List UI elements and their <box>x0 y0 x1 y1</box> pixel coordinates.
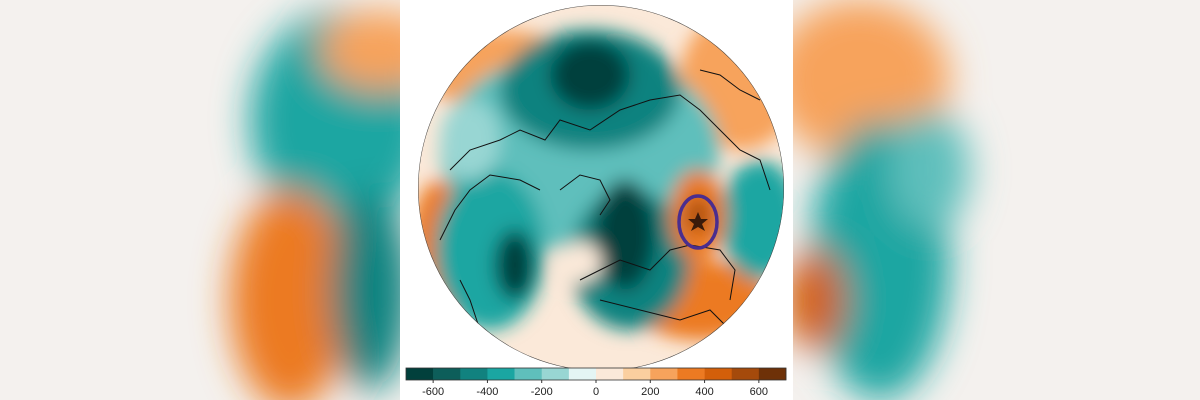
colorbar-segment <box>487 368 515 380</box>
colorbar-segment <box>406 368 434 380</box>
colorbar: -600 -400 -200 0 200 400 600 <box>405 367 787 398</box>
colorbar-segment <box>541 368 570 380</box>
colorbar-segment <box>433 368 461 380</box>
colorbar-segment <box>731 368 760 380</box>
site-marker <box>677 194 719 250</box>
colorbar-segment <box>460 368 488 380</box>
colorbar-segment <box>623 368 651 380</box>
colorbar-tick-label: 400 <box>695 386 713 398</box>
colorbar-tick-label: 200 <box>641 386 659 398</box>
colorbar-segment <box>677 368 705 380</box>
colorbar-tick-label: 0 <box>593 386 599 398</box>
coastlines <box>439 69 771 331</box>
colorbar-segment <box>650 368 678 380</box>
colorbar-tick-label: -200 <box>531 386 553 398</box>
colorbar-tick-label: -400 <box>476 386 498 398</box>
colorbar-segment <box>704 368 733 380</box>
colorbar-tick-label: -600 <box>422 386 444 398</box>
colorbar-segment <box>568 368 597 380</box>
colorbar-segment <box>596 368 624 380</box>
colorbar-segment <box>758 368 787 380</box>
colorbar-segment <box>514 368 543 380</box>
colorbar-tick-label: 600 <box>750 386 768 398</box>
